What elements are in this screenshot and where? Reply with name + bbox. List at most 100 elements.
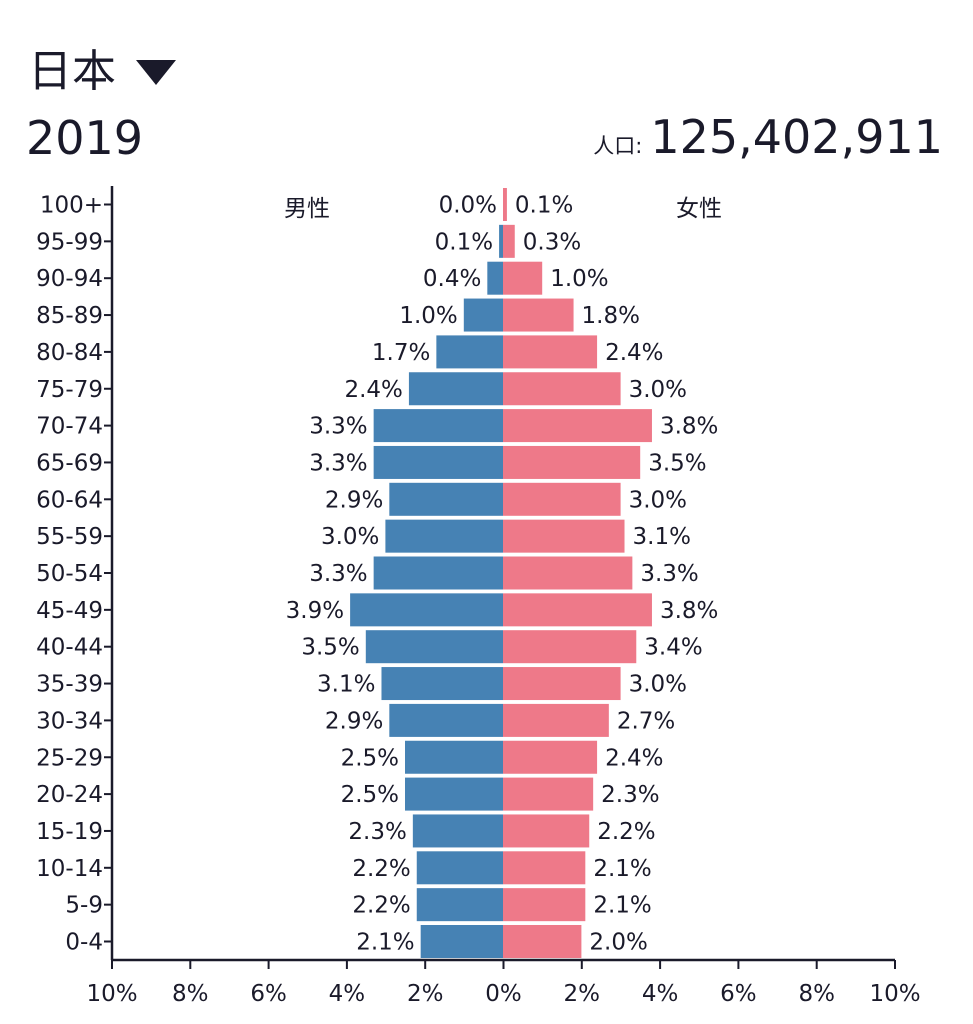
- age-label: 75-79: [36, 377, 103, 403]
- male-bar: [487, 261, 503, 295]
- year-label: 2019: [26, 111, 144, 165]
- female-bar: [503, 519, 625, 553]
- male-value-label: 2.2%: [352, 856, 410, 882]
- male-bar: [365, 630, 503, 664]
- male-value-label: 3.0%: [321, 524, 379, 550]
- female-bar: [503, 556, 633, 590]
- female-value-label: 2.3%: [601, 782, 659, 808]
- age-label: 10-14: [36, 856, 103, 882]
- x-tick-label: 2%: [564, 981, 601, 1007]
- female-value-label: 2.1%: [593, 893, 651, 919]
- age-label: 35-39: [36, 672, 103, 698]
- legend-female: 女性: [676, 196, 722, 222]
- male-bar: [373, 556, 503, 590]
- female-bar: [503, 372, 621, 406]
- female-value-label: 1.8%: [582, 303, 640, 329]
- female-bar: [503, 409, 652, 443]
- country-name: 日本: [28, 46, 116, 97]
- male-value-label: 2.9%: [325, 487, 383, 513]
- male-bar: [373, 445, 503, 479]
- age-label: 20-24: [36, 782, 103, 808]
- age-labels-layer: 100+ 95-99 90-94 85-89 80-84 75-79 70-74 65-69 6…: [36, 193, 103, 956]
- male-value-label: 3.3%: [309, 414, 367, 440]
- female-bar: [503, 888, 586, 922]
- female-bar: [503, 188, 507, 221]
- x-ticks-layer: 10% 8% 6% 4% 2% 0% 2% 4% 6% 8% 10%: [86, 960, 921, 1007]
- age-label: 90-94: [36, 266, 103, 292]
- female-value-label: 3.0%: [629, 487, 687, 513]
- female-value-label: 2.1%: [593, 856, 651, 882]
- female-bar: [503, 777, 594, 811]
- age-label: 50-54: [36, 561, 103, 587]
- male-value-label: 2.5%: [341, 745, 399, 771]
- male-value-label: 2.1%: [356, 930, 414, 956]
- age-label: 0-4: [65, 930, 103, 956]
- female-value-label: 3.8%: [660, 598, 718, 624]
- x-tick-label: 0%: [485, 981, 522, 1007]
- female-value-label: 3.4%: [644, 635, 702, 661]
- x-tick-label: 4%: [642, 981, 679, 1007]
- male-value-label: 3.3%: [309, 561, 367, 587]
- female-value-label: 2.0%: [589, 930, 647, 956]
- male-bar: [420, 925, 503, 958]
- male-value-label: 0.1%: [435, 229, 493, 255]
- age-label: 70-74: [36, 414, 103, 440]
- x-tick-label: 8%: [172, 981, 209, 1007]
- female-value-label: 3.0%: [629, 672, 687, 698]
- population-value: 125,402,911: [650, 110, 943, 164]
- male-bar: [416, 888, 503, 922]
- age-label: 80-84: [36, 340, 103, 366]
- x-tick-label: 2%: [407, 981, 444, 1007]
- female-value-label: 3.3%: [640, 561, 698, 587]
- female-bar: [503, 667, 621, 701]
- female-bar: [503, 814, 590, 848]
- bar-labels-layer: 0.0% 0.1% 0.1% 0.3% 0.4% 1.0% 1.0% 1.8% 1.7% 2.4%…: [286, 193, 719, 956]
- female-bar: [503, 482, 621, 516]
- male-bar: [412, 814, 503, 848]
- female-bar: [503, 445, 641, 479]
- male-bar: [389, 482, 503, 516]
- female-bar: [503, 925, 582, 958]
- male-bar: [436, 335, 503, 369]
- age-label: 55-59: [36, 524, 103, 550]
- population-label: 人口:: [593, 134, 643, 158]
- male-bar: [499, 224, 503, 258]
- male-value-label: 3.3%: [309, 450, 367, 476]
- male-value-label: 3.5%: [301, 635, 359, 661]
- female-bar: [503, 335, 598, 369]
- male-value-label: 0.0%: [439, 193, 497, 219]
- female-bar: [503, 703, 609, 737]
- female-value-label: 2.7%: [617, 708, 675, 734]
- legend-male: 男性: [284, 196, 330, 222]
- female-bar: [503, 630, 637, 664]
- female-bar: [503, 298, 574, 332]
- x-tick-label: 10%: [86, 981, 137, 1007]
- age-label: 100+: [40, 193, 103, 219]
- male-bar: [381, 667, 503, 701]
- male-value-label: 0.4%: [423, 266, 481, 292]
- male-bar: [350, 593, 503, 627]
- male-value-label: 1.7%: [372, 340, 430, 366]
- age-label: 60-64: [36, 487, 103, 513]
- male-bar: [389, 703, 503, 737]
- female-value-label: 1.0%: [550, 266, 608, 292]
- female-bar: [503, 261, 543, 295]
- x-tick-label: 6%: [250, 981, 287, 1007]
- male-value-label: 2.5%: [341, 782, 399, 808]
- age-label: 15-19: [36, 819, 103, 845]
- female-bar: [503, 740, 598, 774]
- age-label: 5-9: [65, 893, 103, 919]
- country-selector[interactable]: 日本: [28, 42, 176, 102]
- female-value-label: 3.1%: [633, 524, 691, 550]
- male-bar: [463, 298, 503, 332]
- male-bar: [385, 519, 503, 553]
- male-bar: [373, 409, 503, 443]
- dropdown-triangle-icon[interactable]: [136, 59, 176, 85]
- male-bar: [405, 740, 503, 774]
- x-tick-label: 8%: [798, 981, 835, 1007]
- male-value-label: 2.2%: [352, 893, 410, 919]
- male-bar: [408, 372, 503, 406]
- x-tick-label: 6%: [720, 981, 757, 1007]
- male-value-label: 1.0%: [399, 303, 457, 329]
